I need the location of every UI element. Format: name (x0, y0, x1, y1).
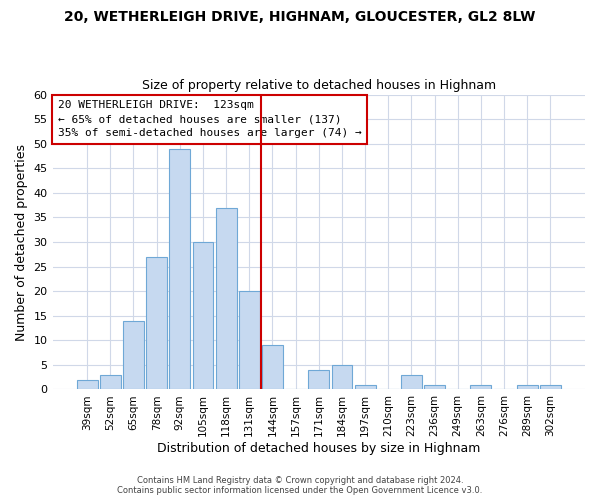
Bar (77, 380, 98, 390)
Text: Contains HM Land Registry data © Crown copyright and database right 2024.
Contai: Contains HM Land Registry data © Crown c… (118, 476, 482, 495)
Bar (540, 384, 561, 390)
Text: 20 WETHERLEIGH DRIVE:  123sqm
← 65% of detached houses are smaller (137)
35% of : 20 WETHERLEIGH DRIVE: 123sqm ← 65% of de… (58, 100, 362, 138)
Text: 20, WETHERLEIGH DRIVE, HIGHNAM, GLOUCESTER, GL2 8LW: 20, WETHERLEIGH DRIVE, HIGHNAM, GLOUCEST… (64, 10, 536, 24)
Bar (123, 320, 144, 390)
Bar (262, 345, 283, 390)
Bar (517, 384, 538, 390)
Bar (332, 365, 352, 390)
Bar (424, 384, 445, 390)
Title: Size of property relative to detached houses in Highnam: Size of property relative to detached ho… (142, 79, 496, 92)
Bar (169, 148, 190, 390)
Bar (193, 242, 214, 390)
Bar (401, 374, 422, 390)
Bar (239, 291, 260, 390)
Bar (308, 370, 329, 390)
X-axis label: Distribution of detached houses by size in Highnam: Distribution of detached houses by size … (157, 442, 481, 455)
Y-axis label: Number of detached properties: Number of detached properties (15, 144, 28, 340)
Bar (470, 384, 491, 390)
Bar (355, 384, 376, 390)
Bar (100, 374, 121, 390)
Bar (146, 257, 167, 390)
Bar (216, 208, 236, 390)
